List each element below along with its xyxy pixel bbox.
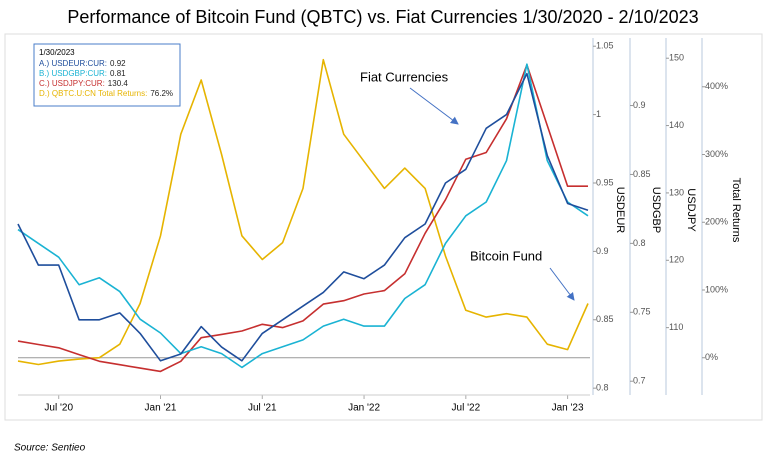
- y-tick-label: 140: [669, 120, 684, 130]
- y-tick-label: 0.9: [633, 100, 646, 110]
- series-line: [17, 58, 589, 366]
- chart-title: Performance of Bitcoin Fund (QBTC) vs. F…: [67, 7, 698, 27]
- x-tick-label: Jan '23: [552, 403, 584, 414]
- legend-entry: D.) QBTC.U:CN Total Returns: 76.2%: [39, 89, 173, 98]
- y-tick-label: 0.8: [633, 238, 646, 248]
- lines: [17, 58, 589, 373]
- series-line: [17, 63, 589, 369]
- y-tick-label: 0.85: [633, 169, 651, 179]
- y-axis-label: USDJPY: [685, 188, 697, 232]
- annotation: Bitcoin Fund: [470, 248, 542, 263]
- y-tick-label: 200%: [705, 217, 728, 227]
- y-tick-label: 0.8: [596, 383, 609, 393]
- legend-entry: B.) USDGBP:CUR: 0.81: [39, 69, 126, 78]
- axes: Jul '20 Jan '21 Jul '21 Jan '22 Jul '22 Jan '…: [18, 38, 742, 414]
- y-tick-label: 100%: [705, 284, 728, 294]
- y-tick-label: 110: [669, 322, 683, 332]
- annotation: Fiat Currencies: [360, 69, 449, 84]
- y-axis-label: Total Returns: [730, 178, 742, 243]
- y-tick-label: 0.85: [596, 314, 614, 324]
- y-tick-label: 0.9: [596, 246, 609, 256]
- x-tick-label: Jul '22: [452, 403, 481, 414]
- legend-box: [33, 43, 181, 107]
- series-line: [17, 72, 589, 362]
- y-tick-label: 0.75: [633, 307, 651, 317]
- legend-date: 1/30/2023: [39, 48, 75, 57]
- y-tick-label: 1.05: [596, 41, 614, 51]
- legend-entry: C.) USDJPY:CUR: 130.4: [39, 79, 128, 88]
- x-tick-label: Jul '20: [44, 403, 73, 414]
- series-line: [17, 64, 588, 373]
- x-tick-label: Jan '21: [145, 403, 177, 414]
- legend-name: A.) USDEUR:CUR:: [39, 59, 107, 68]
- y-tick-label: 120: [669, 255, 684, 265]
- annotation-arrow: [409, 87, 459, 125]
- y-tick-label: 130: [669, 187, 684, 197]
- legend-entry: A.) USDEUR:CUR: 0.92: [39, 59, 126, 68]
- y-tick-label: 0%: [705, 352, 718, 362]
- legend-value: 0.81: [110, 69, 126, 78]
- legend: 1/30/2023 A.) USDEUR:CUR: 0.92B.) USDGBP:…: [39, 48, 173, 98]
- x-tick-label: Jan '22: [348, 403, 380, 414]
- y-tick-label: 150: [669, 53, 684, 63]
- y-tick-label: 400%: [705, 81, 728, 91]
- legend-name: B.) USDGBP:CUR:: [39, 69, 107, 78]
- legend-value: 130.4: [108, 79, 129, 88]
- frame: [4, 33, 763, 421]
- legend-value: 76.2%: [150, 89, 173, 98]
- legend-name: D.) QBTC.U:CN Total Returns:: [39, 89, 147, 98]
- y-tick-label: 1: [596, 109, 601, 119]
- source: Source: Sentieo: [14, 443, 86, 454]
- y-tick-label: 0.7: [633, 376, 646, 386]
- legend-value: 0.92: [110, 59, 126, 68]
- y-axis-label: USDGBP: [650, 187, 662, 233]
- y-tick-label: 300%: [705, 149, 728, 159]
- y-tick-label: 0.95: [596, 177, 614, 187]
- x-tick-label: Jul '21: [248, 403, 277, 414]
- annotation-arrow: [549, 267, 575, 301]
- y-axis-label: USDEUR: [614, 187, 626, 234]
- legend-name: C.) USDJPY:CUR:: [39, 79, 105, 88]
